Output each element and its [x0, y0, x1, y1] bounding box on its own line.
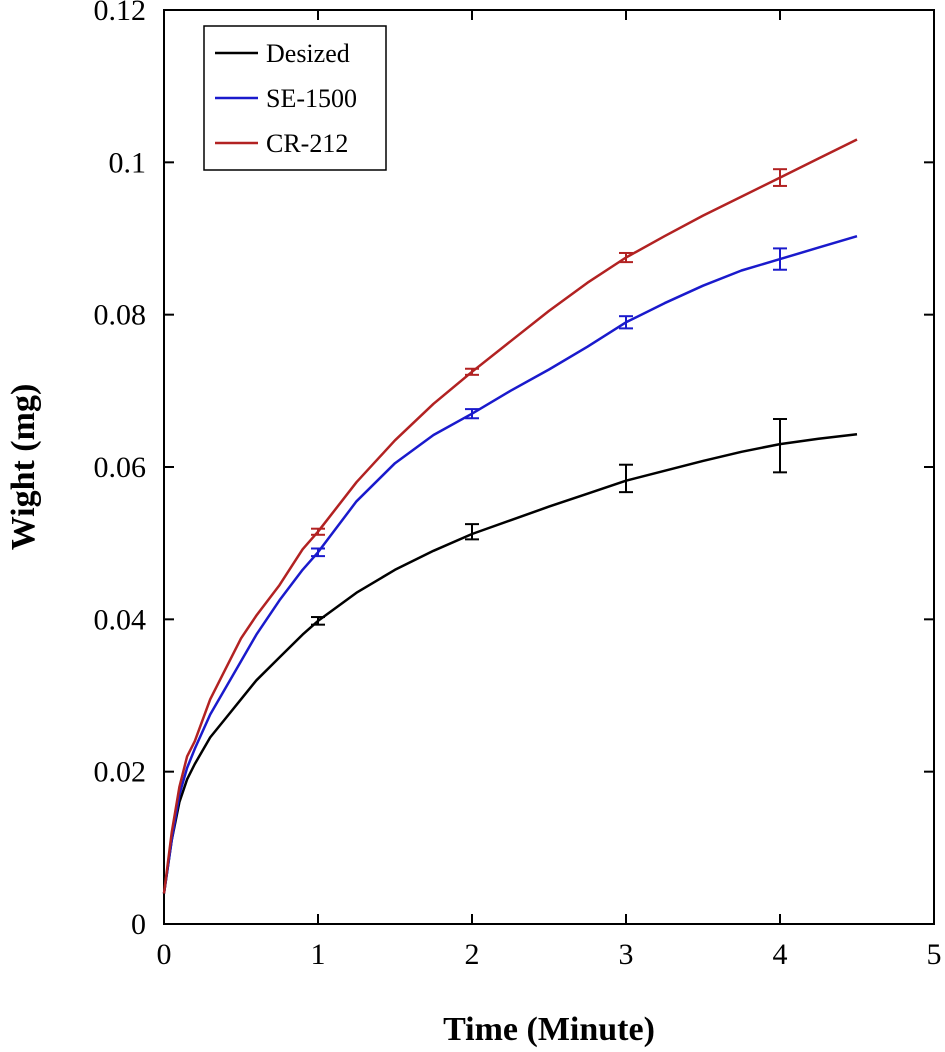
legend-label-se-1500: SE-1500 [266, 84, 357, 113]
legend-label-desized: Desized [266, 39, 350, 68]
error-bars [311, 168, 787, 626]
error-bar-cr-212 [311, 527, 325, 536]
error-bar-desized [311, 616, 325, 626]
y-tick-label: 0.1 [109, 146, 147, 179]
x-tick-label: 4 [773, 938, 788, 971]
error-bar-se-1500 [619, 315, 633, 330]
series-line-se-1500 [162, 235, 858, 894]
series-line-cr-212 [162, 138, 858, 894]
series-lines [162, 138, 858, 894]
legend: Desized SE-1500 CR-212 [203, 25, 387, 171]
axis-ticks [163, 9, 935, 925]
y-tick-label: 0.02 [94, 756, 147, 789]
x-tick-label: 2 [465, 938, 480, 971]
error-bar-desized [773, 418, 787, 474]
y-tick-labels: 0 0.02 0.04 0.06 0.08 0.1 0.12 [94, 0, 147, 941]
x-tick-label: 0 [157, 938, 172, 971]
error-bar-se-1500 [773, 247, 787, 271]
error-bar-desized [465, 523, 479, 541]
error-bar-desized [619, 463, 633, 494]
x-axis-title: Time (Minute) [443, 1011, 655, 1048]
series-line-desized [162, 432, 858, 894]
error-bar-se-1500 [311, 547, 325, 558]
y-tick-label: 0.08 [94, 299, 147, 332]
error-bar-cr-212 [773, 168, 787, 187]
error-bar-se-1500 [465, 408, 479, 420]
x-tick-label: 3 [619, 938, 634, 971]
y-tick-label: 0.12 [94, 0, 147, 27]
x-tick-labels: 0 1 2 3 4 5 [157, 938, 942, 971]
y-tick-label: 0.04 [94, 603, 147, 636]
x-tick-label: 1 [311, 938, 326, 971]
x-tick-label: 5 [927, 938, 942, 971]
error-bar-cr-212 [619, 251, 633, 264]
y-tick-label: 0 [131, 908, 146, 941]
y-tick-label: 0.06 [94, 451, 147, 484]
legend-label-cr-212: CR-212 [266, 129, 348, 158]
error-bar-cr-212 [465, 367, 479, 376]
y-axis-title: Wight (mg) [5, 384, 42, 551]
